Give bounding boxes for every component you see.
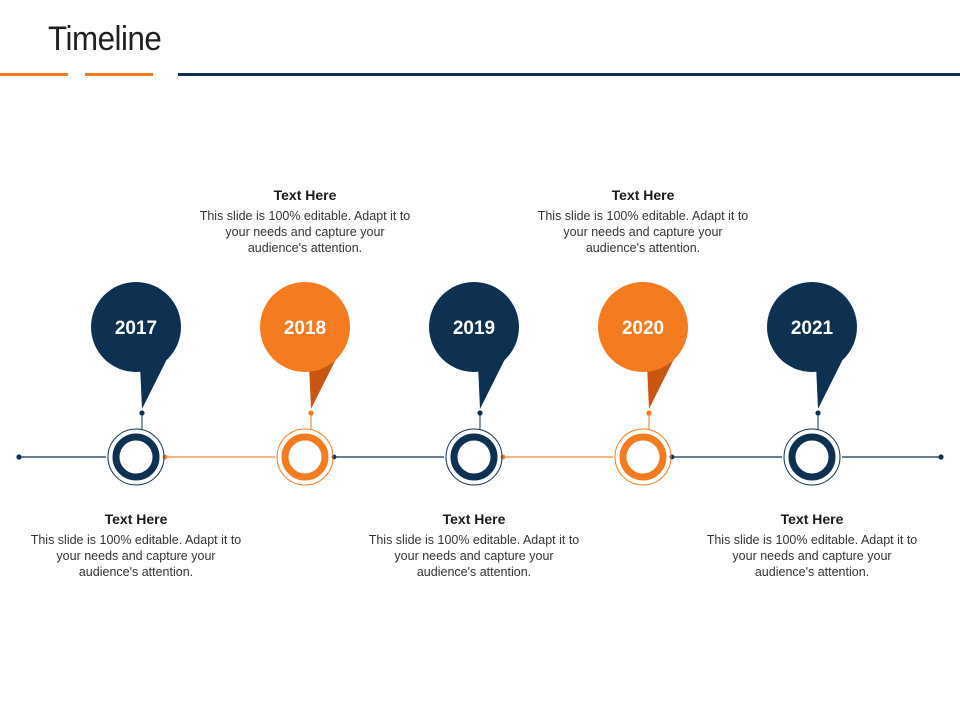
milestone-body: This slide is 100% editable. Adapt it to… (706, 533, 918, 579)
marker-outer-ring (445, 428, 503, 486)
timeline-connector-dot (500, 454, 506, 460)
timeline-connector-dot (331, 454, 337, 460)
milestone-body: This slide is 100% editable. Adapt it to… (368, 533, 580, 579)
title-underline-orange-right (85, 73, 153, 76)
timeline-start-dot (16, 454, 22, 460)
milestone-text-block: Text Here This slide is 100% editable. Ad… (364, 511, 584, 580)
milestone-heading: Text Here (780, 511, 844, 527)
pin-dot (815, 410, 821, 416)
year-bubble (598, 282, 688, 372)
marker-outer-ring (107, 428, 165, 486)
milestone-heading: Text Here (104, 511, 168, 527)
timeline-connector-dot (669, 454, 675, 460)
pin-dot (646, 410, 652, 416)
milestone-body: This slide is 100% editable. Adapt it to… (537, 209, 749, 255)
marker-outer-ring (783, 428, 841, 486)
milestone-text-block: Text Here This slide is 100% editable. Ad… (702, 511, 922, 580)
year-label: 2017 (115, 318, 157, 339)
title-underline-orange-left (0, 73, 68, 76)
pin-dot (308, 410, 314, 416)
year-label: 2021 (791, 318, 834, 339)
marker-ring (788, 433, 836, 481)
milestone-body: This slide is 100% editable. Adapt it to… (199, 209, 411, 255)
milestone-text-block: Text Here This slide is 100% editable. Ad… (195, 187, 415, 256)
year-bubble (429, 282, 519, 372)
milestone-heading: Text Here (273, 187, 337, 203)
year-bubble (260, 282, 350, 372)
marker-outer-ring (614, 428, 672, 486)
milestone-text-block: Text Here This slide is 100% editable. Ad… (26, 511, 246, 580)
marker-ring (112, 433, 160, 481)
year-bubble (767, 282, 857, 372)
page-title: Timeline (48, 20, 162, 58)
pin-dot (477, 410, 483, 416)
pin-dot (139, 410, 145, 416)
marker-ring (450, 433, 498, 481)
year-label: 2020 (622, 318, 664, 339)
marker-outer-ring (276, 428, 334, 486)
year-label: 2019 (453, 318, 495, 339)
title-underline-navy (178, 73, 960, 76)
milestone-text-block: Text Here This slide is 100% editable. Ad… (533, 187, 753, 256)
milestone-body: This slide is 100% editable. Adapt it to… (30, 533, 242, 579)
milestone-heading: Text Here (611, 187, 675, 203)
marker-ring (281, 433, 329, 481)
year-label: 2018 (284, 318, 326, 339)
timeline-connector-dot (162, 454, 168, 460)
milestone-heading: Text Here (442, 511, 506, 527)
timeline-end-dot (938, 454, 944, 460)
year-bubble (91, 282, 181, 372)
marker-ring (619, 433, 667, 481)
